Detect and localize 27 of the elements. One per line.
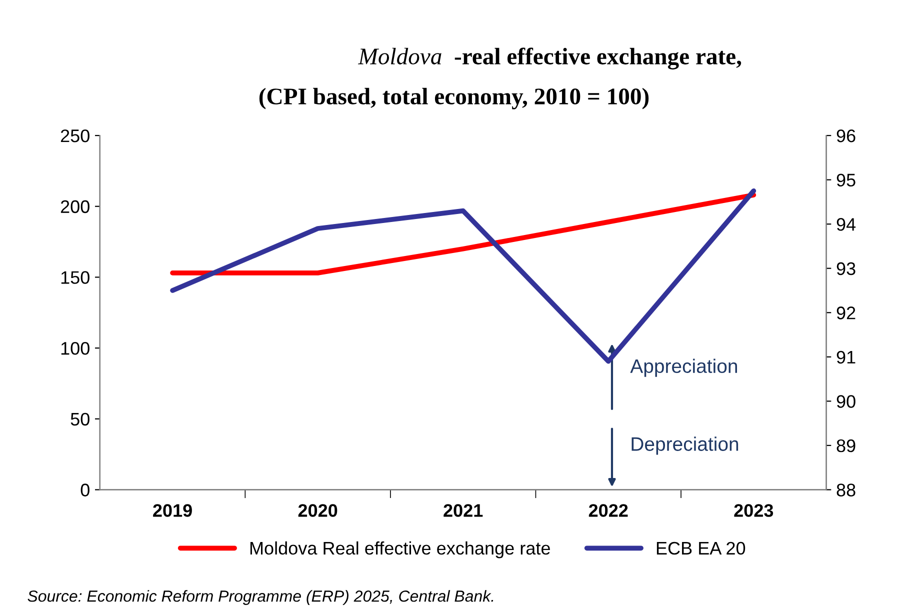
y2-tick-label: 96 <box>836 129 856 142</box>
y-tick-label: 50 <box>70 412 90 426</box>
y2-tick-label: 89 <box>836 439 856 452</box>
x-tick-label: 2023 <box>734 504 774 517</box>
annotation: Depreciation <box>632 436 738 455</box>
y2-tick-label: 92 <box>836 306 856 320</box>
y-tick-label: 200 <box>60 200 90 214</box>
x-tick-label: 2019 <box>153 504 192 517</box>
y2-tick-label: 94 <box>836 218 856 231</box>
legend-label: ECB EA 20 <box>656 542 746 555</box>
annotation: Appreciation <box>630 358 737 377</box>
y2-tick-label: 88 <box>836 484 856 496</box>
line-series <box>170 192 756 276</box>
x-tick-label: 2022 <box>588 504 628 517</box>
y2-tick-label: 91 <box>836 350 856 364</box>
y-tick-label: 250 <box>60 129 90 142</box>
x-tick-label: 2020 <box>298 504 338 517</box>
y2-tick-label: 95 <box>836 174 856 187</box>
y-tick-label: 100 <box>61 342 90 355</box>
source-note: Source: Economic Reform Programme (ERP) 2025, Central Bank. <box>28 590 494 605</box>
chart-title: Moldova -real effective exchange rate, (CPI based, total economy, 2010 = 100) <box>259 48 742 110</box>
legend-label: Moldova Real effective exchange rate <box>250 541 550 558</box>
x-tick-label: 2021 <box>444 504 483 517</box>
y-tick-label: 0 <box>80 484 90 496</box>
y2-tick-label: 93 <box>836 262 856 276</box>
y-tick-label: 150 <box>61 271 90 284</box>
y2-tick-label: 90 <box>836 395 856 408</box>
